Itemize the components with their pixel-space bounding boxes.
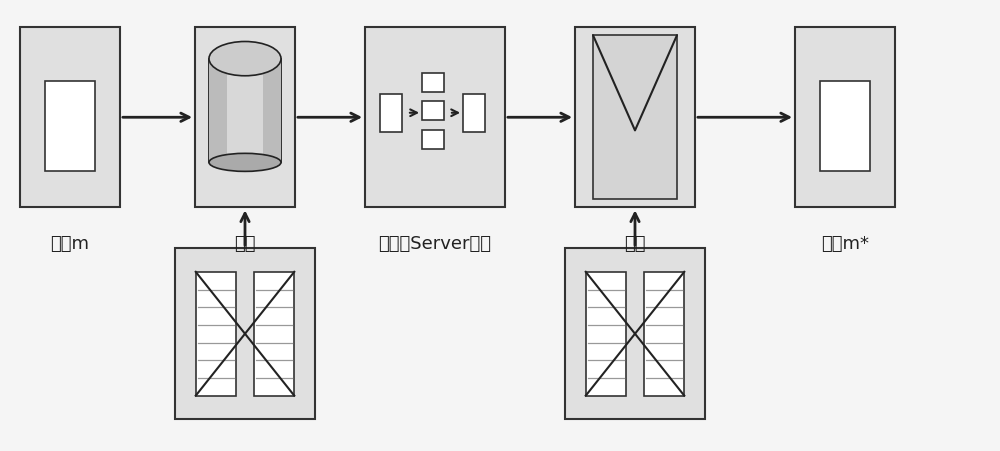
- Text: 加密: 加密: [234, 235, 256, 253]
- FancyBboxPatch shape: [196, 272, 236, 396]
- FancyBboxPatch shape: [575, 27, 695, 207]
- FancyBboxPatch shape: [20, 27, 120, 207]
- Text: 明文m*: 明文m*: [821, 235, 869, 253]
- FancyBboxPatch shape: [209, 59, 281, 162]
- Text: 解密: 解密: [624, 235, 646, 253]
- FancyBboxPatch shape: [380, 93, 402, 132]
- Ellipse shape: [209, 153, 281, 171]
- Text: 明文m: 明文m: [50, 235, 90, 253]
- FancyBboxPatch shape: [644, 272, 684, 396]
- FancyBboxPatch shape: [422, 73, 444, 92]
- FancyBboxPatch shape: [45, 81, 95, 171]
- FancyBboxPatch shape: [593, 35, 677, 199]
- FancyBboxPatch shape: [175, 248, 315, 419]
- FancyBboxPatch shape: [227, 59, 263, 162]
- FancyBboxPatch shape: [586, 272, 626, 396]
- FancyBboxPatch shape: [422, 101, 444, 120]
- FancyBboxPatch shape: [463, 93, 485, 132]
- FancyBboxPatch shape: [565, 248, 705, 419]
- FancyBboxPatch shape: [795, 27, 895, 207]
- FancyBboxPatch shape: [254, 272, 294, 396]
- Ellipse shape: [209, 41, 281, 76]
- FancyBboxPatch shape: [820, 81, 870, 171]
- FancyBboxPatch shape: [422, 130, 444, 149]
- FancyBboxPatch shape: [195, 27, 295, 207]
- Text: 联盟链Server节点: 联盟链Server节点: [378, 235, 492, 253]
- FancyBboxPatch shape: [365, 27, 505, 207]
